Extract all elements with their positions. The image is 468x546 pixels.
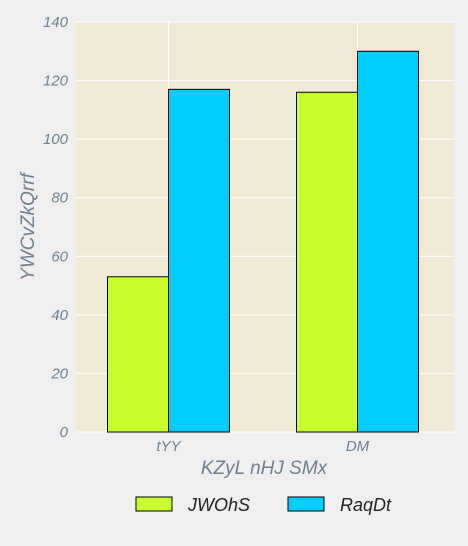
y-tick-label: 120 [43,73,69,90]
x-axis-label: KZyL nHJ SMx [201,458,329,479]
y-tick-label: 0 [60,424,69,441]
bar-JWOhS-tYY [107,276,169,433]
legend-swatch-RaqDt [287,496,325,512]
bar-JWOhS-DM [296,91,358,433]
y-tick-label: 80 [51,190,68,207]
x-tick-label: DM [346,438,370,455]
y-tick-labels: 0 20 40 60 80 100 120 140 [43,14,69,441]
y-tick-label: 40 [51,307,68,324]
bar-RaqDt-DM [357,50,419,433]
legend-label-RaqDt: RaqDt [340,495,392,515]
y-tick-label: 100 [43,131,69,148]
x-tick-label: tYY [156,438,181,455]
legend: JWOhS RaqDt [135,495,392,515]
x-tick-labels: tYY DM [156,438,369,455]
y-tick-label: 140 [43,14,69,31]
y-axis-label: YWCvZkQrrf [18,171,39,280]
legend-label-JWOhS: JWOhS [187,495,250,515]
legend-swatch-JWOhS [135,496,173,512]
bar-RaqDt-tYY [168,88,230,433]
y-tick-label: 60 [51,248,68,265]
y-tick-label: 20 [50,365,68,382]
bars [107,50,419,433]
